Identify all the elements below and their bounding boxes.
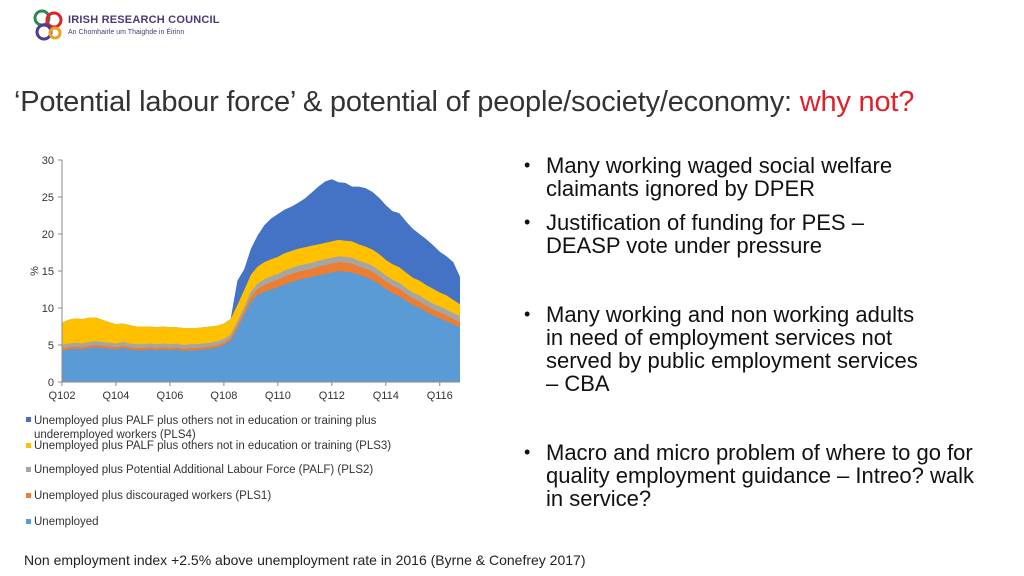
legend-label: Unemployed plus PALF plus others not in … [34,415,377,441]
legend-swatch [26,519,31,525]
area-chart: 0 5 10 15 20 25 30% Q102 Q104 Q106 Q108 Q110 Q112 Q11… [29,155,460,402]
irish-research-council-logo-icon [33,9,63,41]
series-area-0 [62,271,460,382]
legend-swatch [26,493,31,499]
slide-title: ‘Potential labour force’ & potential of … [14,86,914,119]
x-tick-label: Q116 [427,390,453,402]
legend-label: Unemployed [34,516,99,528]
slide-title-accent: why not? [799,86,915,118]
logo-name: IRISH RESEARCH COUNCIL [68,14,220,26]
logo-subtitle: An Chomhairle um Thaighde in Éirinn [68,29,185,36]
x-tick-label: Q110 [265,390,291,402]
y-tick-label: 30 [42,155,54,167]
legend-label: Unemployed plus PALF plus others not in … [34,440,392,452]
footer-note: Non employment index +2.5% above unemplo… [24,552,586,568]
legend-label: Unemployed plus discouraged workers (PLS… [34,490,272,502]
slide-title-main: ‘Potential labour force’ & potential of … [14,86,800,118]
legend-item: Unemployed plus PALF plus others not in … [26,440,391,452]
legend-item: Unemployed plus PALF plus others not in … [26,414,444,442]
y-tick-label: 10 [42,303,54,315]
y-tick-label: 5 [48,340,54,352]
x-tick-label: Q114 [373,390,399,402]
legend-item: Unemployed plus discouraged workers (PLS… [26,490,271,502]
bullet-item: Many working and non working adults in n… [524,303,936,395]
x-tick-label: Q104 [103,390,130,402]
y-tick-label: 0 [48,377,54,389]
y-axis-label: % [29,266,41,276]
chart-legend: Unemployed plus PALF plus others not in … [26,414,466,542]
legend-swatch [26,443,31,449]
x-tick-label: Q102 [49,390,76,402]
y-tick-label: 20 [42,229,54,241]
legend-item: Unemployed plus Potential Additional Lab… [26,464,373,476]
x-tick-label: Q106 [156,390,183,402]
bullet-item: Macro and micro problem of where to go f… [524,441,986,510]
legend-label: Unemployed plus Potential Additional Lab… [34,464,374,476]
x-tick-label: Q112 [319,390,345,402]
bullet-item: Justification of funding for PES – DEASP… [524,211,936,257]
legend-item: Unemployed [26,516,99,528]
legend-swatch [26,467,31,473]
logo: IRISH RESEARCH COUNCIL An Chomhairle um … [30,8,230,48]
y-tick-label: 25 [42,192,54,204]
chart: 0 5 10 15 20 25 30% Q102 Q104 Q106 Q108 Q110 Q112 Q11… [26,122,466,542]
legend-swatch [26,417,31,423]
bullet-item: Many working waged social welfare claima… [524,154,906,200]
y-tick-label: 15 [42,266,54,278]
x-tick-label: Q108 [210,390,237,402]
